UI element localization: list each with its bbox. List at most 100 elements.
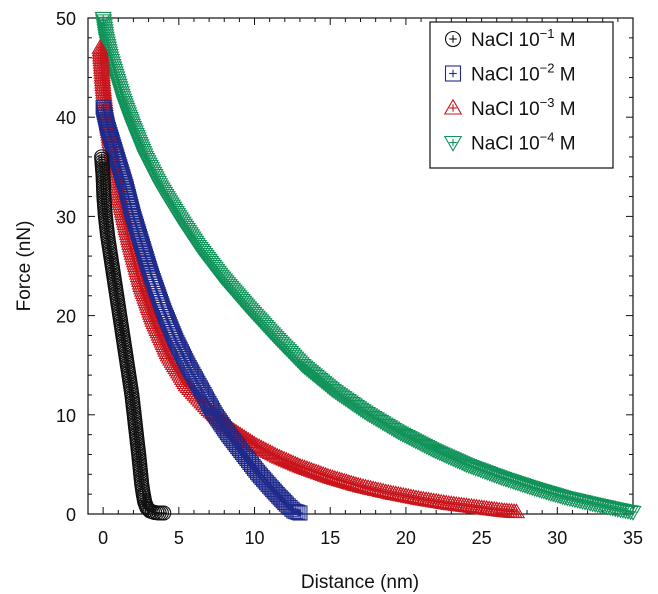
data-point (324, 383, 342, 399)
data-point (609, 502, 627, 518)
data-point (94, 11, 112, 27)
data-point (132, 461, 148, 477)
data-point (97, 208, 113, 224)
x-tick-label: 15 (320, 528, 340, 548)
data-point (382, 484, 400, 500)
y-tick-label: 50 (56, 9, 76, 29)
data-point (121, 367, 137, 383)
data-point (156, 505, 172, 521)
data-point (94, 149, 110, 165)
y-tick-label: 40 (56, 108, 76, 128)
series-layer (91, 11, 642, 521)
series-2 (95, 99, 308, 521)
data-point (94, 78, 112, 94)
data-point (189, 240, 208, 255)
data-point (321, 468, 339, 484)
data-point (134, 238, 151, 254)
data-point (265, 329, 283, 345)
data-point (100, 119, 116, 135)
axis-ticks: 0 5 10 15 20 25 30 35 0 10 20 30 40 50 (56, 9, 643, 548)
legend-box (429, 21, 614, 169)
x-tick-label: 35 (623, 528, 643, 548)
data-point (103, 248, 119, 264)
data-point (250, 464, 266, 480)
data-point (193, 382, 210, 398)
data-point (556, 490, 574, 506)
x-tick-label: 5 (174, 528, 184, 548)
data-point (472, 499, 491, 515)
data-point (495, 502, 513, 518)
data-point (168, 332, 184, 348)
data-point (118, 179, 134, 195)
data-point (156, 303, 172, 319)
data-point (132, 277, 150, 292)
x-tick-label: 10 (245, 528, 265, 548)
data-point (286, 503, 302, 519)
data-point (97, 31, 115, 47)
legend: NaCl 10−1 M NaCl 10−2 M NaCl 10−3 M NaCl 10… (429, 21, 614, 169)
data-point (389, 425, 408, 441)
data-point (125, 208, 141, 224)
data-point (412, 490, 430, 506)
data-point (207, 407, 223, 423)
y-tick-label: 20 (56, 307, 76, 327)
data-point (131, 446, 147, 463)
data-point (112, 308, 128, 324)
data-point (134, 476, 150, 492)
data-point (136, 150, 155, 166)
data-point (95, 169, 111, 185)
data-point (91, 38, 109, 54)
data-point (525, 482, 544, 498)
data-point (351, 477, 370, 493)
data-point (144, 311, 162, 327)
data-point (262, 478, 278, 494)
data-point (115, 96, 133, 112)
x-tick-label: 30 (547, 528, 567, 548)
data-point (457, 458, 476, 474)
legend-entry: NaCl 10−3 M (471, 95, 576, 120)
legend-marker (444, 30, 462, 48)
data-point (271, 488, 287, 504)
data-point (180, 357, 196, 373)
data-point (212, 269, 230, 285)
data-point (135, 486, 151, 502)
legend-marker (443, 135, 463, 152)
data-point (245, 435, 264, 451)
data-point (109, 288, 125, 304)
data-point (236, 446, 252, 463)
data-point (106, 268, 122, 284)
data-point (507, 503, 526, 519)
data-point (442, 495, 460, 511)
data-point (356, 405, 374, 421)
y-tick-label: 10 (56, 406, 76, 426)
x-tick-label: 25 (472, 528, 492, 548)
legend-entry: NaCl 10−4 M (471, 130, 576, 155)
data-point (424, 443, 442, 459)
data-point (128, 427, 144, 443)
data-point (492, 471, 510, 487)
data-point (268, 447, 286, 463)
y-axis-label: Force (nN) (14, 221, 35, 312)
data-point (108, 71, 126, 87)
data-point (292, 505, 308, 521)
data-point (112, 159, 128, 175)
data-point (126, 407, 142, 423)
data-point (115, 327, 131, 343)
data-point (294, 359, 312, 374)
data-point (96, 189, 112, 205)
data-point (124, 120, 143, 136)
data-point (624, 505, 642, 521)
data-point (170, 210, 188, 226)
data-point (106, 139, 122, 155)
data-point (118, 347, 134, 363)
x-tick-label: 20 (396, 528, 416, 548)
data-point (95, 99, 111, 115)
data-point (221, 427, 237, 443)
legend-entry: NaCl 10−2 M (471, 61, 576, 86)
series-1 (94, 149, 172, 521)
data-point (124, 387, 140, 403)
y-tick-label: 0 (66, 505, 76, 525)
x-axis-label: Distance (nm) (301, 572, 419, 593)
data-point (238, 299, 256, 315)
